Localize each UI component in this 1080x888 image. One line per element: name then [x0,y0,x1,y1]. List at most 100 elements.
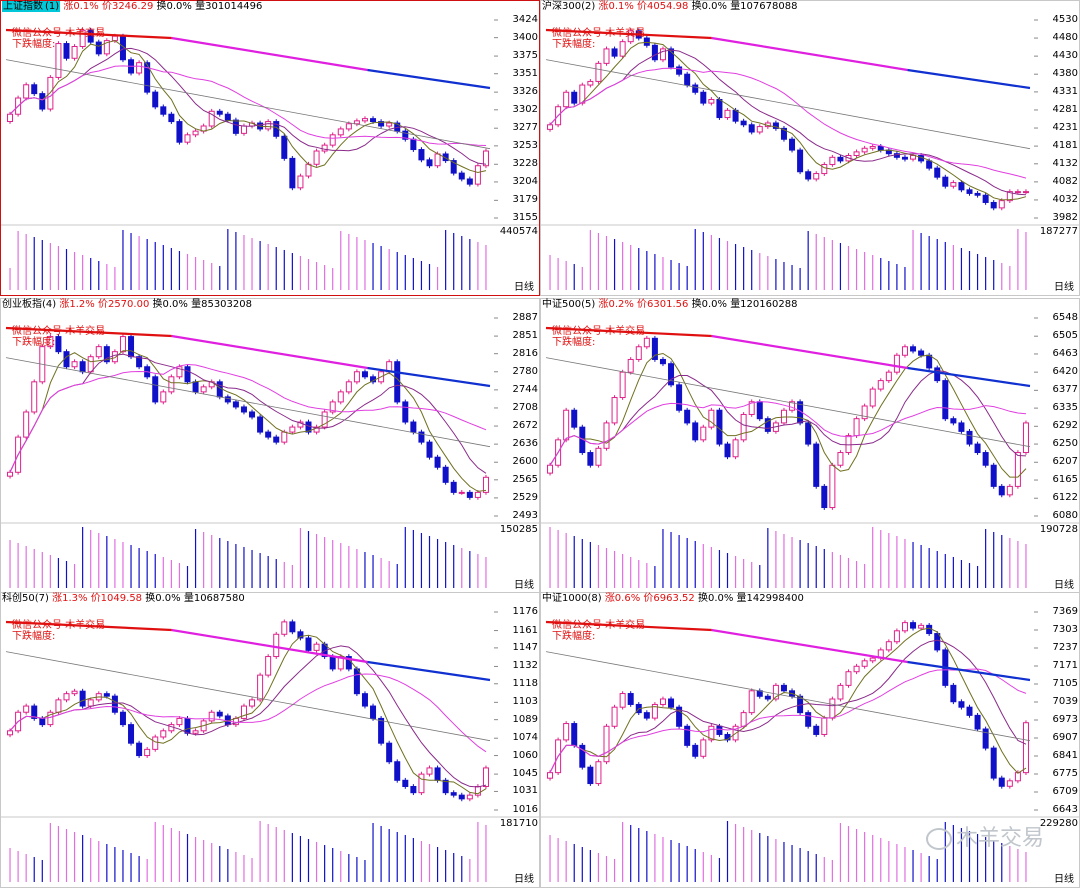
candle [668,698,675,708]
watermark: 木羊交易 [925,820,1044,852]
ma250-magenta-segment [171,628,368,664]
chart-panel-5[interactable]: 科创50(7) 涨1.3% 价1049.58 换0.0% 量10687580 微信… [0,592,540,888]
candle [305,637,312,651]
turnover-label: 换0.0% [152,299,188,310]
candle [974,714,981,730]
candle [990,201,997,209]
candle [410,421,417,433]
y-tick-label: 6709 [1052,786,1078,797]
candle [192,730,199,734]
y-tick-label: 3375 [512,50,538,62]
candle [950,684,957,703]
chart-panel-2[interactable]: 沪深300(2) 涨0.1% 价4054.98 换0.0% 量107678088… [540,0,1080,296]
candle [724,109,731,119]
candle [442,153,449,162]
candle [635,346,642,360]
y-tick-label: 3228 [512,158,538,170]
candle [643,712,650,719]
ma250-blue-segment [367,660,491,682]
drop-range-note: 下跌幅度: [552,39,596,50]
candle [563,409,570,441]
volume-max-label: 150285 [499,524,538,535]
chart-panel-3[interactable]: 创业板指(4) 涨1.2% 价2570.00 换0.0% 量85303208 微信… [0,298,540,594]
y-tick-label: 2708 [512,401,538,413]
y-tick-label: 1103 [512,696,538,708]
candle [402,130,409,140]
ma5-line [549,352,1027,478]
ma250-magenta-segment [171,36,368,72]
candle [611,397,618,424]
candle [345,381,352,393]
y-tick-label: 2816 [512,347,538,359]
candle [466,178,473,185]
candle [772,684,779,700]
candle [208,711,215,722]
long-ma-line [5,59,491,150]
y-tick-label: 6973 [1052,714,1078,725]
candle [482,767,489,787]
candle [708,98,715,104]
candle [281,621,288,635]
candle [426,159,433,167]
candle [329,401,336,413]
candle [168,113,175,123]
candle [716,98,723,119]
candle [281,135,288,159]
candle [845,435,852,454]
candle [1022,422,1029,454]
candle [39,717,46,726]
y-tick-label: 2851 [512,330,538,342]
candle [579,84,586,104]
volume-label: 量85303208 [191,299,252,310]
candle [410,138,417,151]
candle [103,346,110,363]
candle [748,690,755,714]
candle [111,35,118,42]
candle [265,656,272,676]
chart-panel-1[interactable]: 上证指数 (1) 涨0.1% 价3246.29 换0.0% 量301014496 微… [0,0,540,296]
candle [942,380,949,420]
candle [797,149,804,173]
candle [119,711,126,726]
volume-max-label: 190728 [1039,524,1078,535]
volume-label: 量142998400 [736,593,804,604]
candle [482,150,489,167]
candle [563,91,570,108]
candle [869,657,876,662]
candle [297,175,304,189]
candle [95,346,102,358]
y-tick-label: 7369 [1052,606,1078,617]
candle [240,125,247,134]
candle [837,684,844,700]
candle [885,371,892,382]
y-tick-label: 4480 [1052,32,1078,44]
candle [31,381,38,413]
candle [845,671,852,686]
y-tick-label: 2565 [512,473,538,485]
candle [329,656,336,670]
candle [934,633,941,651]
candle [466,491,473,498]
y-tick-label: 6377 [1052,384,1078,396]
panel-header: 科创50(7) 涨1.3% 价1049.58 换0.0% 量10687580 [2,593,245,605]
candle [200,386,207,393]
candle [910,622,917,629]
candle [990,464,997,487]
volume-max-label: 440574 [499,226,538,237]
chart-panel-4[interactable]: 中证500(5) 涨0.2% 价6301.56 换0.0% 量120160288… [540,298,1080,594]
ma5-line [549,627,1027,774]
chart-panel-6[interactable]: 中证1000(8) 涨0.6% 价6963.52 换0.0% 量14299840… [540,592,1080,888]
change-label: 涨0.1% [63,1,99,12]
candle [337,128,344,136]
y-tick-label: 2600 [512,456,538,468]
watermark-note: 微信公众号 木羊交易 [12,326,106,337]
ma20-line [549,67,1027,179]
candle [1006,191,1013,202]
ma5-line [9,350,487,492]
candle [128,336,135,358]
candle [152,376,159,403]
y-tick-label: 3982 [1052,212,1078,223]
candle [249,411,256,418]
candle [160,730,167,738]
ma10-line [549,369,1027,466]
